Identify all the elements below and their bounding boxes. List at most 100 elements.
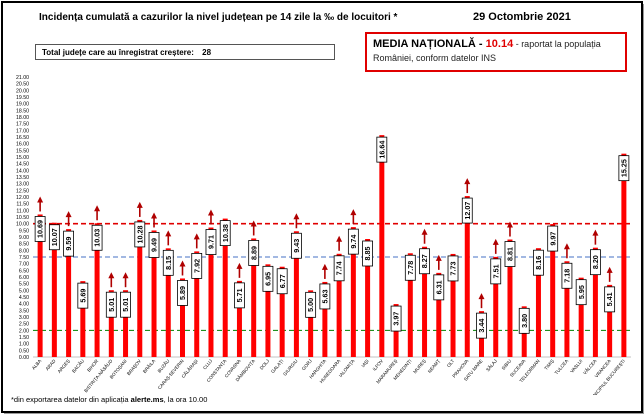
x-tick-label: GIURGIU [282, 358, 298, 376]
y-tick-label: 4.50 [19, 295, 29, 301]
value-label-box [120, 291, 131, 318]
value-label-box [291, 232, 302, 259]
x-tick-label: OLT [446, 358, 455, 368]
value-label: 10.38 [221, 224, 230, 242]
value-label: 10.69 [36, 220, 45, 238]
bar [535, 248, 541, 357]
y-tick-label: 20.00 [16, 88, 29, 94]
value-label: 6.95 [264, 272, 273, 286]
value-label: 9.43 [292, 239, 301, 253]
value-label-box [618, 155, 630, 182]
national-average-text2: României, conform datelor INS [373, 53, 497, 63]
bar [51, 222, 57, 357]
trend-arrow-up-icon [179, 260, 186, 267]
national-average-sep2: - [513, 39, 519, 49]
value-label: 7.51 [491, 264, 500, 278]
value-label-box [461, 197, 473, 224]
value-label: 7.92 [192, 259, 201, 273]
footer-suffix: , la ora 10.00 [163, 395, 208, 404]
trend-arrow-up-icon [136, 201, 143, 208]
trend-arrow-up-icon [336, 235, 343, 242]
value-label-box [276, 268, 288, 295]
value-label-box [376, 136, 388, 163]
value-label-box [205, 229, 217, 255]
value-label-box [518, 307, 530, 334]
value-label: 8.81 [506, 247, 515, 261]
x-tick-label: TIMIȘ [543, 358, 555, 371]
y-tick-label: 9.50 [19, 228, 29, 234]
value-label-box [561, 262, 573, 289]
y-tick-label: 0.50 [19, 348, 29, 354]
bar [621, 153, 627, 357]
x-tick-label: BACĂU [70, 358, 85, 374]
growth-count-label: Total județe care au înregistrat creșter… [42, 48, 194, 57]
trend-arrow-up-icon [478, 293, 485, 300]
x-tick-label: GORJ [301, 358, 313, 371]
value-label-box [191, 252, 203, 279]
y-tick-label: 15.50 [16, 148, 29, 154]
footer-note: *din exportarea datelor din aplicația al… [11, 395, 207, 404]
bar [592, 247, 598, 357]
y-tick-label: 10.00 [16, 222, 29, 228]
value-label-box [575, 279, 587, 306]
y-tick-label: 7.00 [19, 262, 29, 268]
value-label: 7.73 [449, 261, 458, 275]
value-label-box [48, 224, 60, 251]
value-label-box [547, 225, 559, 252]
bar [379, 135, 385, 357]
bar [422, 246, 428, 357]
trend-arrow-up-icon [108, 272, 115, 279]
bar [222, 218, 228, 357]
value-label-box [305, 291, 317, 318]
value-label: 5.41 [605, 292, 614, 306]
trend-arrow-up-icon [65, 211, 72, 218]
chart-date: 29 Octombrie 2021 [473, 11, 571, 23]
value-label-box [362, 240, 373, 267]
bar [578, 277, 584, 357]
y-tick-label: 16.50 [16, 135, 29, 141]
value-label-box [604, 286, 616, 313]
value-label-box [248, 240, 260, 266]
value-label: 6.31 [434, 280, 443, 294]
value-label-box [162, 249, 174, 276]
x-tick-label: ILFOV [372, 358, 385, 372]
value-label: 7.74 [335, 261, 344, 275]
trend-arrows [37, 178, 613, 309]
x-tick-label: IALOMIȚA [338, 358, 356, 378]
value-label-box [148, 232, 160, 258]
trend-arrow-up-icon [165, 230, 172, 237]
value-label-box [63, 230, 74, 257]
bar [507, 239, 513, 357]
value-labels: 10.69 10.07 9.59 5.69 10.03 5.01 5.01 10.28 9.49… [34, 136, 630, 339]
y-tick-label: 12.50 [16, 188, 29, 194]
value-label-box [34, 216, 46, 242]
value-label: 8.89 [249, 246, 258, 260]
value-label-box [77, 282, 89, 309]
x-tick-label: ARAD [45, 358, 57, 372]
y-tick-label: 17.00 [16, 128, 29, 134]
y-tick-label: 10.50 [16, 215, 29, 221]
y-tick-label: 11.50 [16, 202, 29, 208]
bar [80, 281, 86, 357]
y-tick-label: 2.00 [19, 328, 29, 334]
y-axis: 0.000.501.001.502.002.503.003.504.004.50… [16, 75, 631, 361]
trend-arrow-up-icon [464, 178, 471, 185]
y-tick-label: 1.50 [19, 335, 29, 341]
value-label: 5.01 [107, 298, 116, 312]
national-average-label: MEDIA NAȚIONALĂ [373, 38, 476, 50]
value-label: 10.07 [50, 228, 59, 246]
value-label: 5.95 [577, 285, 586, 299]
trend-arrow-up-icon [122, 272, 129, 279]
value-label-box [234, 282, 245, 309]
value-label-box [177, 280, 188, 306]
x-axis-labels: ALBA ARAD ARGEȘ BACĂU BIHORBISTRIȚA-NĂSĂUDBO… [31, 357, 626, 395]
value-label: 8.85 [363, 247, 372, 261]
value-label: 5.69 [78, 289, 87, 303]
bar [151, 230, 157, 357]
y-tick-label: 0.00 [19, 355, 29, 361]
bar [279, 266, 285, 357]
bar [108, 290, 114, 357]
value-label: 3.80 [520, 314, 529, 328]
y-tick-label: 6.50 [19, 268, 29, 274]
x-tick-label: CLUJ [202, 358, 213, 370]
